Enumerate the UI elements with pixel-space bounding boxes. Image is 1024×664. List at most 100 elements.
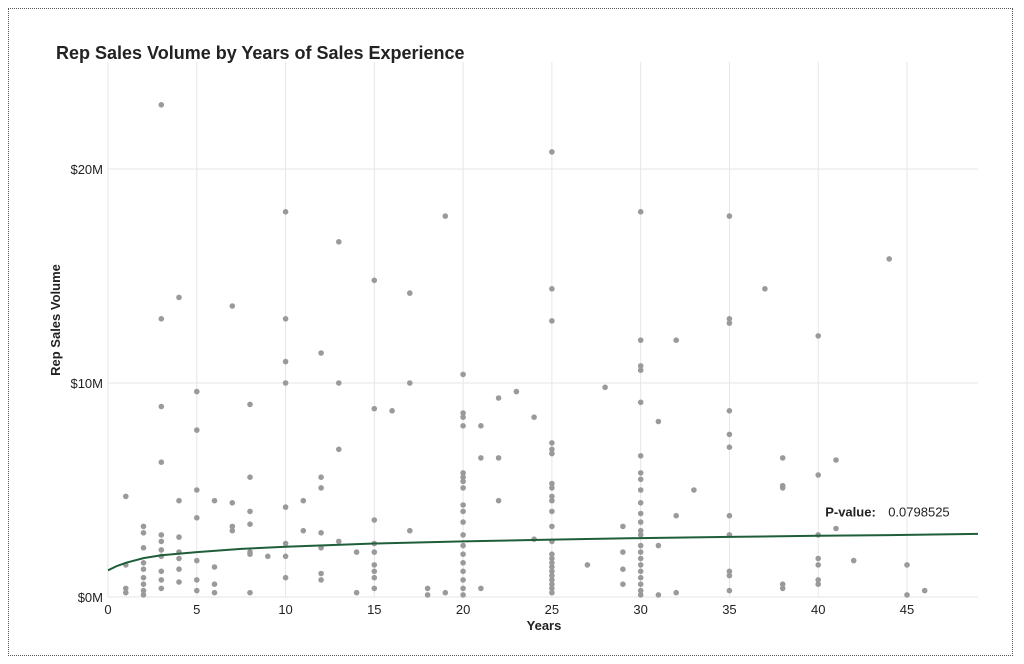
data-point (460, 542, 466, 549)
chart-title: Rep Sales Volume by Years of Sales Exper… (56, 43, 465, 63)
data-point (637, 549, 644, 555)
data-point (726, 316, 733, 322)
data-point (460, 470, 466, 476)
data-point (779, 581, 786, 587)
data-point (282, 358, 289, 365)
data-point (779, 585, 786, 592)
data-point (762, 286, 768, 292)
data-point (407, 290, 413, 296)
data-point (460, 551, 466, 557)
data-point (140, 566, 147, 572)
data-point (194, 487, 200, 493)
data-point (637, 453, 644, 459)
data-point (815, 581, 821, 587)
data-point (158, 577, 165, 583)
data-point (726, 572, 733, 579)
data-point (549, 551, 555, 557)
data-point (655, 418, 662, 425)
data-point (549, 577, 555, 583)
data-point (247, 551, 253, 557)
data-point (549, 318, 555, 324)
data-point (460, 577, 466, 583)
data-point (726, 568, 733, 575)
data-point (318, 474, 324, 481)
data-point (637, 470, 644, 476)
data-point (158, 532, 165, 538)
data-point (460, 532, 466, 538)
data-point (779, 485, 786, 491)
data-point (815, 472, 821, 478)
data-point (620, 581, 626, 587)
data-point (620, 523, 626, 530)
data-point (584, 562, 591, 568)
data-point (158, 102, 165, 108)
data-point (478, 423, 484, 429)
data-point (176, 579, 182, 585)
data-point (549, 568, 555, 575)
y-axis-title: Rep Sales Volume (48, 264, 63, 376)
data-point (247, 474, 253, 481)
data-point (495, 497, 502, 504)
data-point (673, 512, 679, 519)
data-point (513, 388, 520, 395)
data-point (460, 478, 466, 485)
data-point (442, 213, 449, 219)
data-point (158, 538, 165, 545)
data-point (637, 510, 644, 517)
data-point (549, 286, 555, 292)
data-point (318, 570, 324, 577)
data-point (549, 440, 555, 446)
x-tick-label: 0 (104, 602, 111, 617)
data-point (140, 530, 147, 536)
data-point (549, 149, 555, 155)
data-point (371, 549, 378, 555)
data-point (815, 562, 821, 568)
data-point (637, 519, 644, 525)
data-point (460, 502, 466, 508)
data-point (637, 337, 644, 344)
data-point (921, 587, 928, 594)
data-point (282, 209, 289, 215)
data-point (140, 574, 147, 581)
data-point (247, 521, 253, 527)
data-point (460, 592, 466, 598)
data-point (371, 568, 378, 575)
data-point (176, 566, 182, 572)
data-point (478, 585, 484, 592)
data-point (300, 497, 307, 504)
data-point (460, 371, 466, 378)
data-point (336, 239, 342, 245)
data-point (549, 564, 555, 570)
y-axis: $0M $10M $20M (70, 162, 103, 605)
data-point (673, 589, 679, 596)
data-point (495, 395, 502, 401)
data-point (247, 401, 253, 408)
data-point (371, 585, 378, 592)
data-point (140, 523, 147, 530)
p-value-label: P-value: (825, 504, 876, 519)
data-point (336, 446, 342, 453)
data-point (531, 414, 537, 421)
trend-line (107, 532, 979, 572)
data-point (158, 403, 165, 410)
data-point (318, 485, 324, 491)
data-point (620, 566, 626, 572)
data-point (726, 431, 733, 438)
data-point (229, 527, 236, 534)
data-point (549, 581, 555, 587)
data-point (194, 388, 200, 395)
data-point (194, 515, 200, 521)
data-point (549, 450, 555, 457)
data-point (194, 587, 200, 594)
data-point (495, 455, 502, 461)
data-point (140, 592, 147, 598)
data-point (637, 367, 644, 374)
data-point (336, 538, 342, 545)
data-point (389, 408, 395, 414)
data-point (726, 444, 733, 451)
data-point (726, 408, 733, 414)
data-point (460, 414, 466, 421)
data-point (620, 549, 626, 555)
data-point (673, 337, 679, 344)
data-point (247, 508, 253, 515)
